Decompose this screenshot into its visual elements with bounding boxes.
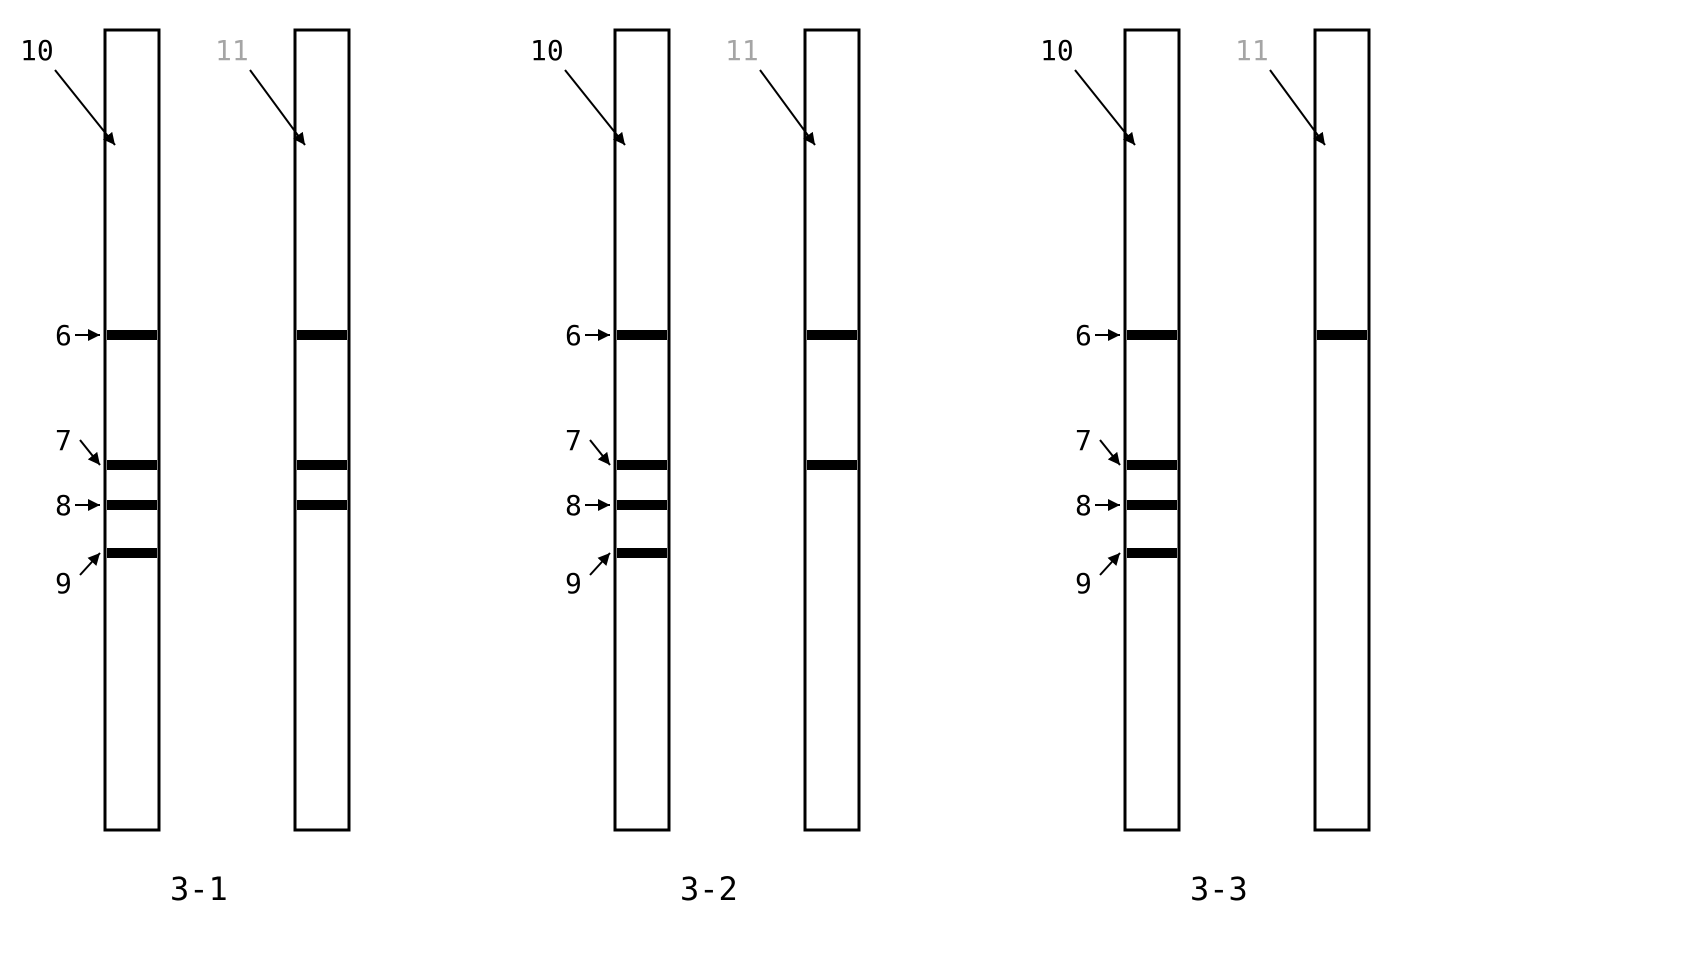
strip-top-label: 10 [530,34,564,67]
band-b8 [107,500,157,510]
panel-label-3-1: 3-1 [170,870,228,908]
band-label-8: 8 [1075,489,1092,522]
band-b8 [617,500,667,510]
band-b6 [297,330,347,340]
test-strip [615,30,669,830]
band-label-6: 6 [565,319,582,352]
arrow-line [80,440,100,465]
band-label-7: 7 [565,424,582,457]
strip-top-label: 11 [215,34,249,67]
band-b7 [297,460,347,470]
panel-label-3-3: 3-3 [1190,870,1248,908]
diagram-svg: 3-1 10 6 7 8 9 11 3-2 10 6 7 8 9 11 3-3 10 6 7 8 9 11 [0,0,1696,976]
strip-top-label: 10 [1040,34,1074,67]
band-label-9: 9 [55,567,72,600]
arrow-line [590,440,610,465]
band-label-7: 7 [1075,424,1092,457]
strip-top-label: 11 [1235,34,1269,67]
strip-top-label: 10 [20,34,54,67]
band-b7 [1127,460,1177,470]
test-strip [1125,30,1179,830]
test-strip [805,30,859,830]
test-strip [295,30,349,830]
band-b9 [617,548,667,558]
band-b8 [297,500,347,510]
band-b7 [807,460,857,470]
band-b9 [1127,548,1177,558]
panel-label-3-2: 3-2 [680,870,738,908]
band-b7 [617,460,667,470]
band-b6 [107,330,157,340]
band-b6 [1127,330,1177,340]
arrow-line [590,553,610,575]
band-b9 [107,548,157,558]
band-label-8: 8 [55,489,72,522]
band-b6 [617,330,667,340]
band-label-7: 7 [55,424,72,457]
test-strip [105,30,159,830]
band-label-9: 9 [565,567,582,600]
band-label-6: 6 [55,319,72,352]
arrow-line [1100,553,1120,575]
strip-top-label: 11 [725,34,759,67]
arrow-line [80,553,100,575]
test-strip [1315,30,1369,830]
band-b7 [107,460,157,470]
band-b6 [1317,330,1367,340]
band-label-6: 6 [1075,319,1092,352]
band-b6 [807,330,857,340]
band-label-8: 8 [565,489,582,522]
band-b8 [1127,500,1177,510]
band-label-9: 9 [1075,567,1092,600]
arrow-line [1100,440,1120,465]
